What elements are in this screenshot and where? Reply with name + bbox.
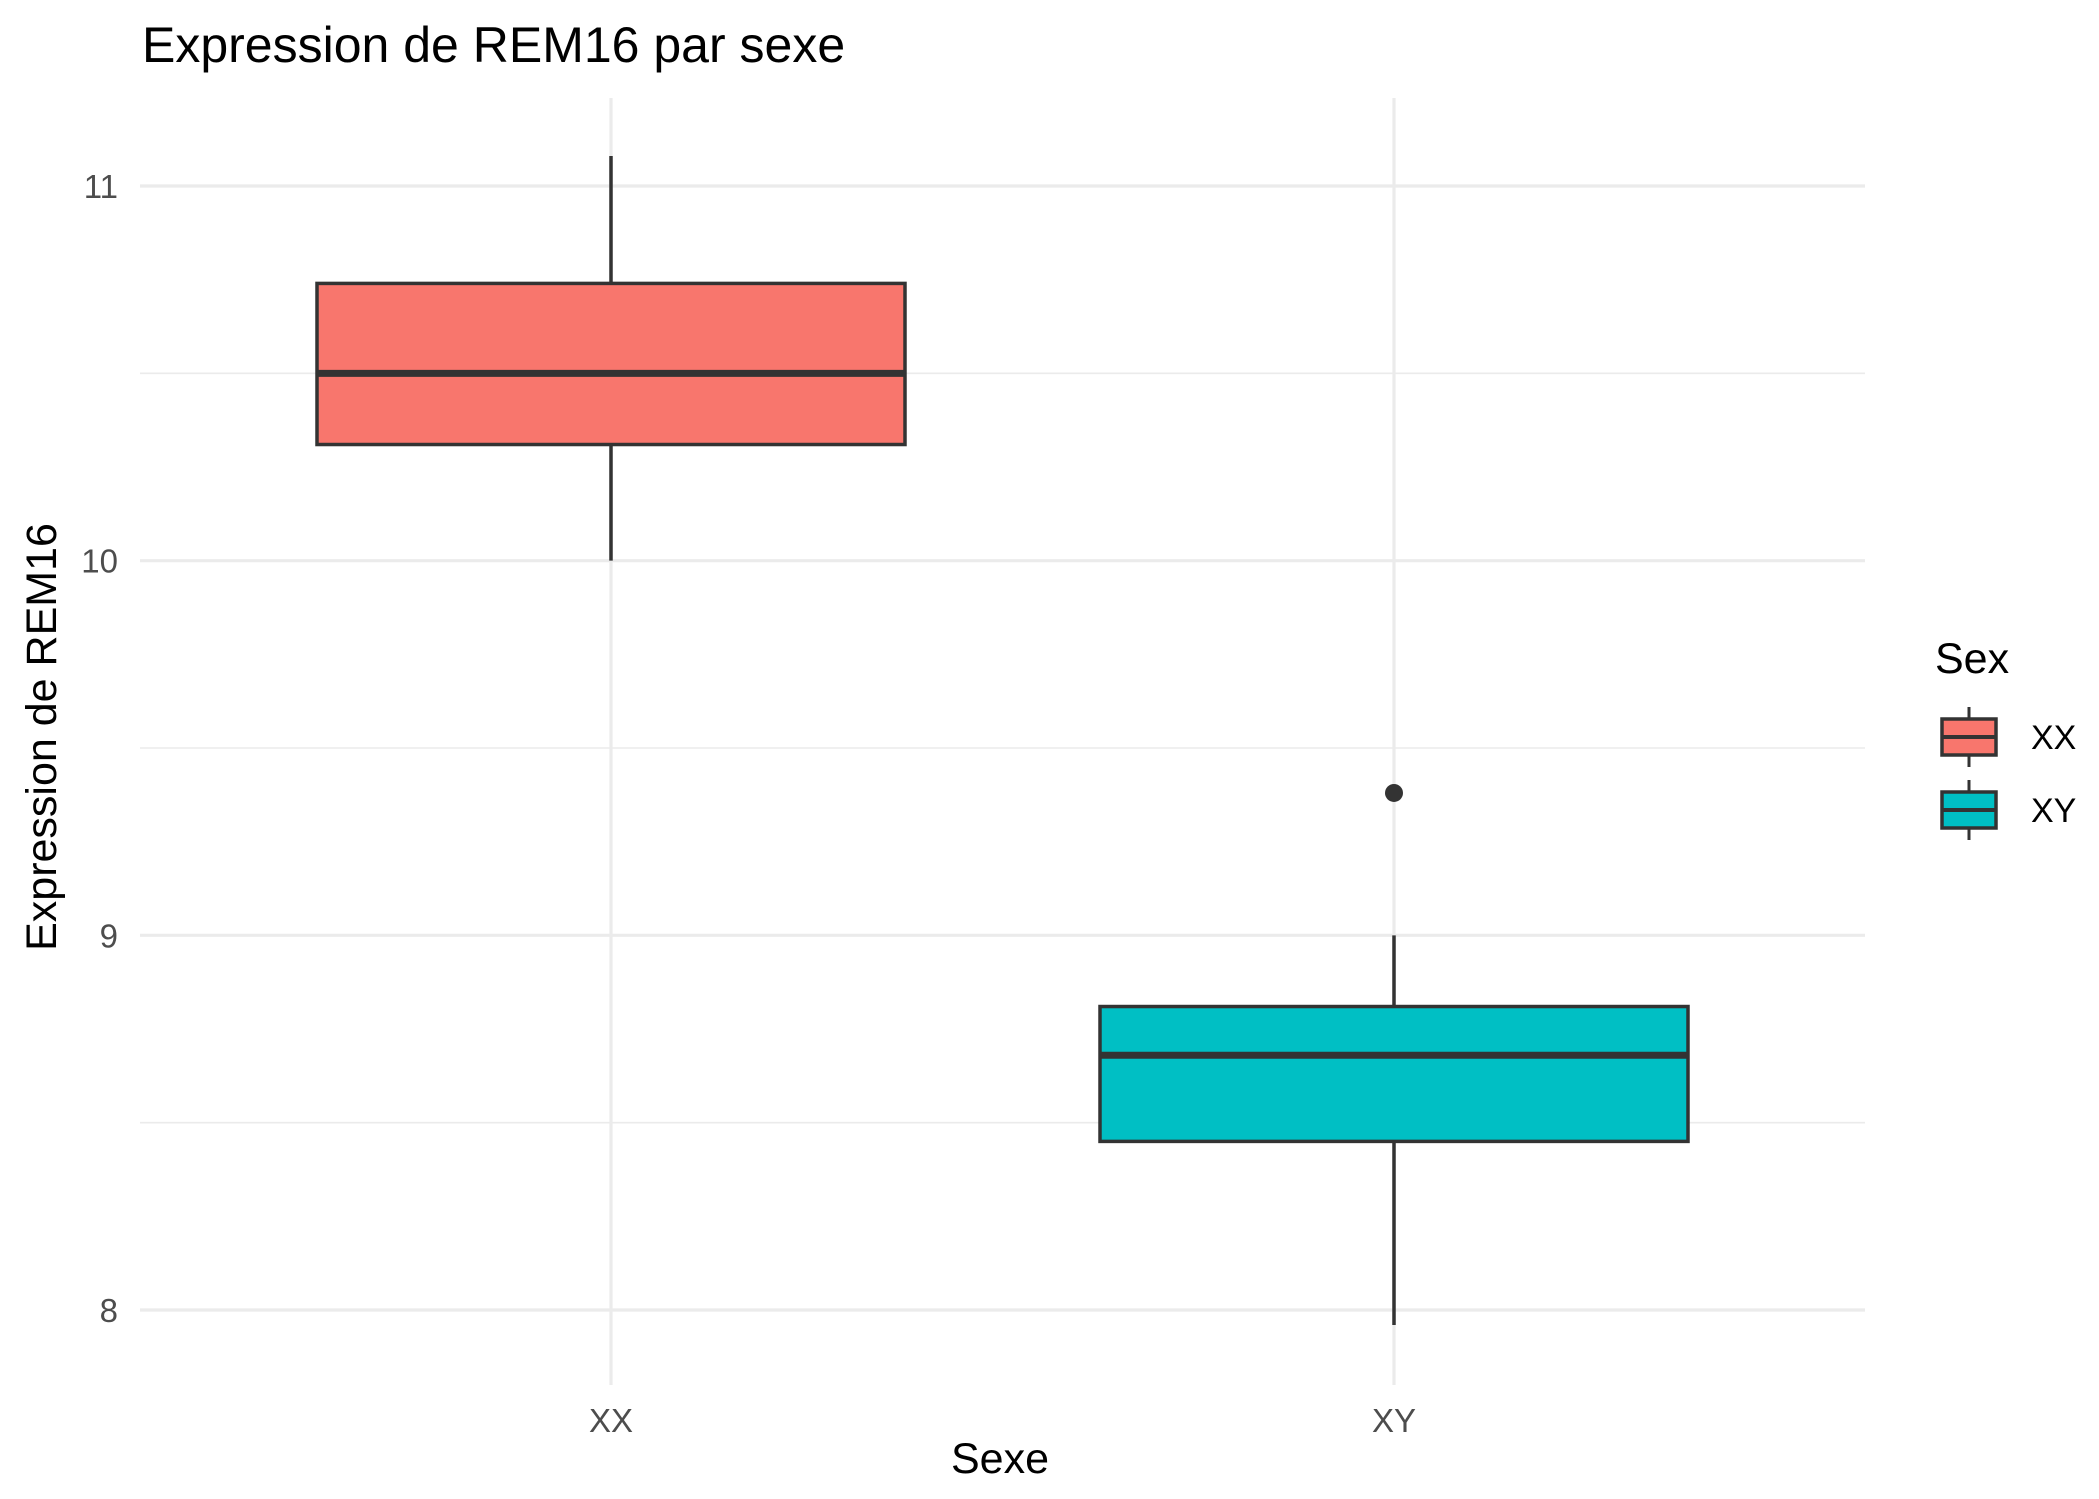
- boxes: [315, 156, 1690, 1325]
- x-tick-label: XY: [1372, 1402, 1416, 1439]
- y-axis-title: Expression de REM16: [18, 523, 66, 951]
- y-tick-label: 8: [100, 1292, 118, 1329]
- legend-label: XY: [2031, 792, 2076, 830]
- outlier-point: [1385, 783, 1403, 802]
- legend-item-xy: XY: [1940, 780, 2076, 840]
- legend-title: Sex: [1935, 635, 2010, 683]
- box-xy: [1098, 783, 1690, 1325]
- box-iqr: [1098, 1004, 1690, 1144]
- y-axis-ticks: 8 9 10 11: [81, 168, 118, 1329]
- x-axis-title: Sexe: [951, 1435, 1049, 1483]
- y-tick-label: 11: [84, 168, 118, 205]
- y-tick-label: 9: [100, 917, 118, 954]
- y-tick-label: 10: [81, 543, 118, 580]
- x-axis-ticks: XX XY: [589, 1402, 1416, 1439]
- box-iqr: [315, 281, 907, 447]
- legend-label: XX: [2031, 719, 2076, 757]
- legend-item-xx: XX: [1940, 707, 2076, 767]
- legend-items: XX XY: [1940, 707, 2076, 840]
- legend: Sex XX XY: [1935, 635, 2076, 840]
- x-tick-label: XX: [589, 1402, 633, 1439]
- box-xx: [315, 156, 907, 561]
- chart-title: Expression de REM16 par sexe: [142, 17, 845, 73]
